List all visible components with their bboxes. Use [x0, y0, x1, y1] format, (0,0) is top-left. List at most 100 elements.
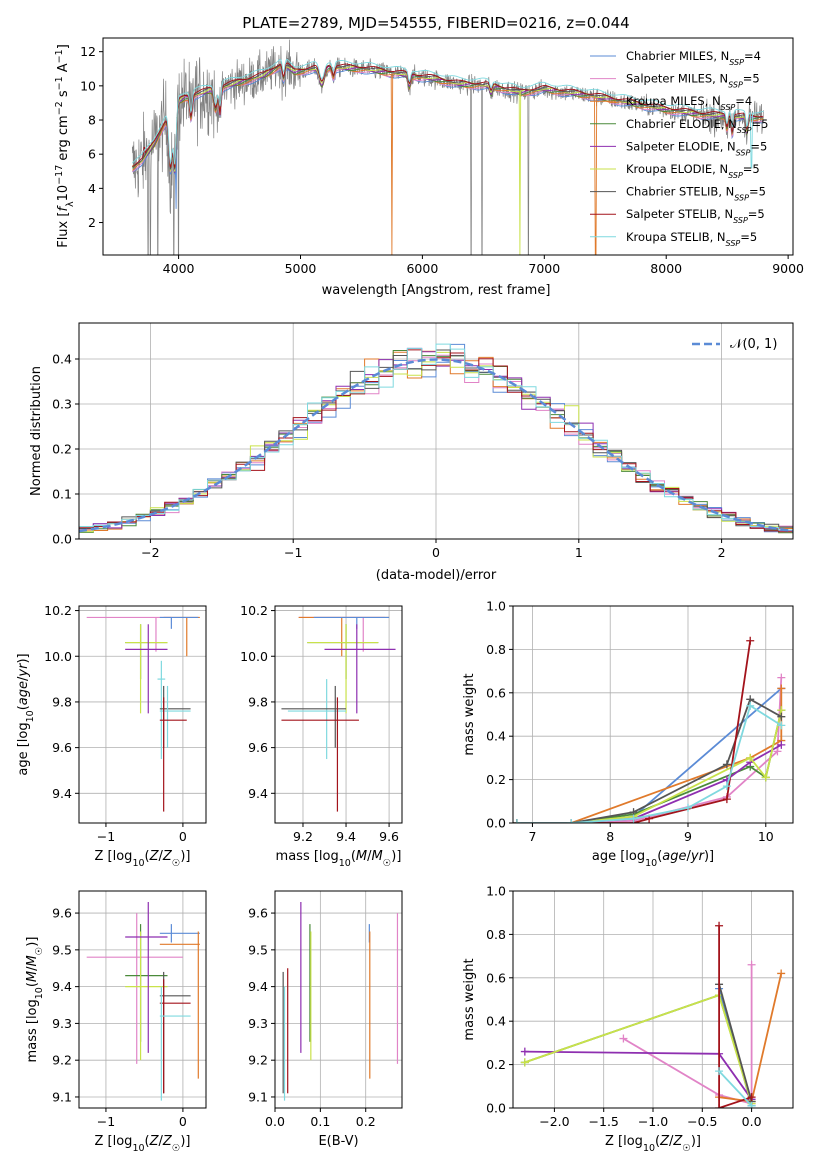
histogram-kroupa-stelib	[79, 343, 793, 531]
errorbar-chabrier-miles	[313, 616, 390, 629]
series-marker	[746, 753, 755, 762]
y-tick-label: 0.2	[486, 772, 506, 787]
errorbar-salpeter-elodie	[125, 624, 168, 714]
panel-massweight-vs-age: 7 8 9 10 0.0 0.2 0.4 0.6 0.8 1.0 age [log10(age/yr…	[462, 599, 794, 869]
series-marker	[777, 673, 786, 682]
y-tick-label: 0.6	[486, 970, 506, 985]
x-tick-label: 7000	[528, 261, 560, 276]
series-marker	[777, 740, 786, 749]
y-tick-label: 10.2	[44, 603, 72, 618]
y-tick-label: 10	[80, 78, 96, 93]
axes-frame	[512, 890, 794, 1109]
x-tick-label: 1	[575, 545, 583, 560]
x-tick-label: −2.0	[539, 1114, 569, 1129]
legend-entry: Chabrier STELIB, NSSP=5	[626, 185, 766, 203]
series-chabrier-miles	[513, 684, 786, 823]
series-line	[524, 994, 753, 1104]
series-marker	[715, 1104, 724, 1108]
series-marker	[629, 814, 638, 823]
y-axis-label: Normed distribution	[29, 366, 44, 496]
series-marker	[747, 960, 756, 969]
errorbar-kroupa-elodie	[307, 624, 379, 714]
model-spectrum-kroupa-stelib	[132, 59, 764, 169]
axes-frame	[78, 322, 794, 540]
x-axis-label: (data-model)/error	[376, 568, 497, 583]
x-axis-label: age [log10(age/yr)]	[592, 849, 714, 869]
legend-entry: Salpeter MILES, NSSP=5	[626, 72, 760, 90]
y-tick-label: 10.0	[44, 649, 72, 664]
y-axis-label: age [log10(age/yr)]	[16, 653, 36, 775]
gridlines	[275, 606, 402, 823]
errorbar-chabrier-miles	[159, 616, 199, 629]
figure-title: PLATE=2789, MJD=54555, FIBERID=0216, z=0…	[242, 14, 629, 32]
plot-area	[86, 902, 200, 1101]
model-spectrum-salpeter-stelib	[132, 62, 764, 168]
errorbar-salpeter-miles	[86, 913, 183, 1064]
legend-entry: Chabrier ELODIE, NSSP=5	[626, 117, 768, 135]
x-tick-label: 9	[684, 829, 692, 844]
errorbar-kroupa-elodie	[125, 624, 168, 714]
axes-frame	[274, 890, 403, 1109]
x-tick-label: 9000	[772, 261, 804, 276]
y-tick-label: 2	[88, 215, 96, 230]
errorbar-salpeter-stelib	[159, 697, 187, 812]
series-marker	[684, 803, 692, 812]
panel-spectrum: 4000 5000 6000 7000 8000 9000 2 4 6 8 10 12 Chabrier…	[54, 37, 804, 298]
series-line	[516, 709, 783, 823]
x-tick-label: 0.0	[265, 1114, 285, 1129]
series-marker	[619, 1034, 628, 1043]
series-marker	[520, 1058, 529, 1067]
series-line	[718, 925, 752, 1108]
y-axis-label: Flux [fλ10−17 erg cm−2 s−1 A−1]	[54, 44, 76, 248]
y-tick-label: 12	[80, 44, 96, 59]
x-tick-label: 0	[179, 1114, 187, 1129]
y-tick-label: 0.6	[486, 685, 506, 700]
x-axis-label: E(B-V)	[318, 1134, 358, 1149]
errorbar-chabrier-miles	[159, 924, 200, 943]
normal-curve	[79, 358, 793, 533]
series-marker	[513, 819, 521, 823]
x-axis-label: Z [log10(Z/Z☉)]	[605, 1134, 701, 1154]
y-tick-label: 9.6	[52, 740, 72, 755]
x-tick-label: 0.0	[742, 1114, 762, 1129]
x-tick-label: −0.5	[687, 1114, 717, 1129]
series-kroupa-stelib	[715, 1067, 756, 1108]
y-tick-label: 9.5	[52, 942, 72, 957]
x-tick-label: 10	[758, 829, 774, 844]
errorbar-kroupa-miles	[298, 616, 390, 657]
errorbar-chabrier-stelib	[281, 685, 347, 748]
series-marker	[777, 969, 786, 978]
series-marker	[777, 721, 786, 730]
y-axis-label: mass weight	[462, 673, 477, 755]
x-tick-label: 8000	[650, 261, 682, 276]
series-marker	[761, 773, 770, 782]
panel-age-vs-Z: −1 0 9.4 9.6 9.8 10.0 10.2 Z [log10(Z/Z☉)] age […	[16, 603, 207, 869]
panel-mass-vs-EBV: 0.0 0.1 0.2 9.1 9.2 9.3 9.4 9.5 9.6 E(B-V)	[248, 890, 403, 1149]
y-tick-label: 0.4	[486, 1014, 506, 1029]
x-tick-label: 9.2	[293, 829, 313, 844]
y-tick-label: 0.8	[486, 927, 506, 942]
x-tick-label: 4000	[163, 261, 195, 276]
x-tick-label: 8	[606, 829, 614, 844]
series-marker	[777, 712, 786, 721]
legend-entry: 𝒩(0, 1)	[730, 337, 777, 352]
plot-area	[131, 39, 764, 255]
x-axis-label: Z [log10(Z/Z☉)]	[95, 1134, 191, 1154]
y-tick-label: 1.0	[486, 599, 506, 614]
series-marker	[747, 1101, 756, 1108]
y-tick-label: 0.0	[486, 816, 506, 831]
x-tick-label: −1.0	[638, 1114, 668, 1129]
x-tick-label: 0	[432, 545, 440, 560]
errorbar-chabrier-stelib	[159, 685, 191, 748]
panel-age-vs-mass: 9.2 9.4 9.6 9.4 9.6 9.8 10.0 10.2 mass [log10(M/…	[240, 603, 403, 869]
series-salpeter-elodie	[513, 740, 786, 823]
series-salpeter-stelib	[715, 921, 756, 1108]
plot-area	[79, 343, 793, 534]
spectrum-legend: Chabrier MILES, NSSP=4 Salpeter MILES, NS…	[590, 49, 768, 247]
errorbar-kroupa-stelib	[287, 679, 347, 760]
axes-frame	[102, 37, 794, 256]
x-tick-label: −2	[141, 545, 159, 560]
x-axis-label: wavelength [Angstrom, rest frame]	[322, 283, 551, 298]
series-marker	[722, 795, 731, 804]
y-tick-label: 0.2	[486, 1057, 506, 1072]
